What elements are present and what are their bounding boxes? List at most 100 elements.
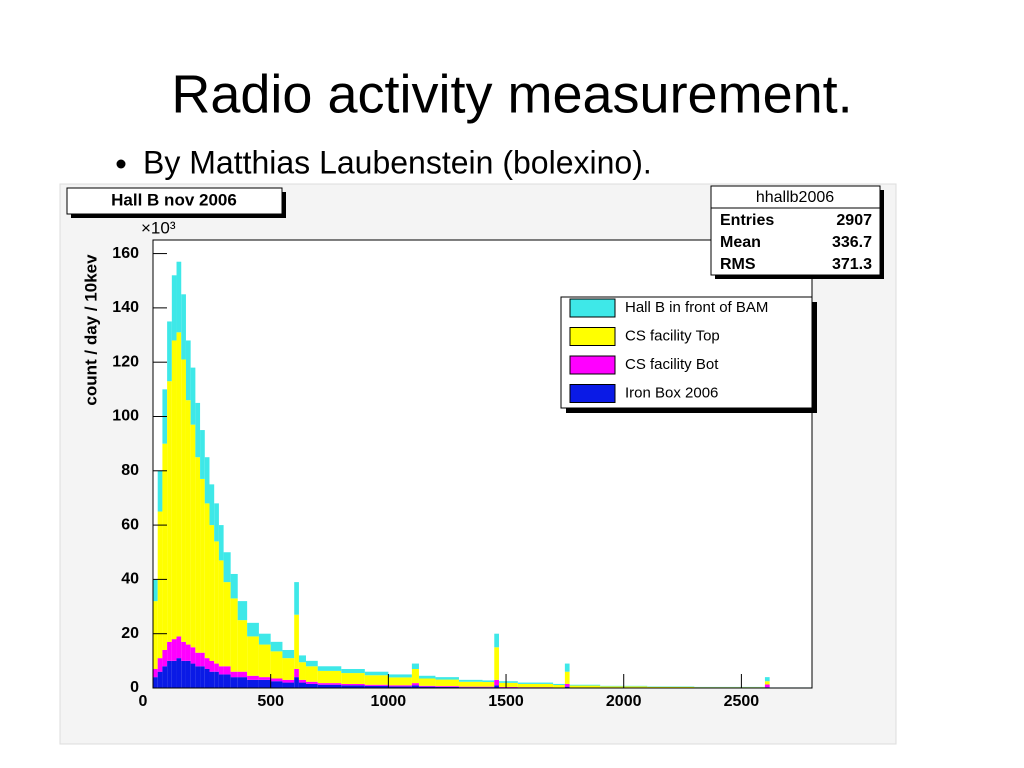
legend-swatch bbox=[569, 298, 616, 318]
histogram-bar bbox=[247, 679, 259, 688]
stats-value: 2907 bbox=[836, 212, 872, 229]
histogram-bar bbox=[204, 457, 210, 504]
histogram-bar bbox=[214, 663, 219, 672]
histogram-bar bbox=[190, 663, 196, 688]
slide-title: Radio activity measurement. bbox=[171, 64, 852, 124]
histogram-bar bbox=[258, 677, 271, 680]
histogram-bar bbox=[498, 682, 518, 687]
legend-swatch bbox=[569, 355, 616, 375]
histogram-bar bbox=[171, 660, 177, 688]
histogram-bar bbox=[157, 671, 163, 688]
histogram-bar bbox=[458, 686, 483, 688]
histogram-bar bbox=[167, 321, 172, 382]
histogram-bar bbox=[418, 675, 436, 679]
histogram-bar bbox=[218, 674, 224, 688]
histogram-bar bbox=[167, 381, 172, 642]
histogram-bar bbox=[171, 340, 177, 640]
histogram-bar bbox=[230, 671, 238, 678]
histogram-bar bbox=[223, 666, 231, 675]
histogram-bar bbox=[195, 402, 201, 458]
histogram-bar bbox=[200, 478, 205, 653]
histogram-bar bbox=[167, 660, 172, 688]
y-axis-title: count / day / 10kev bbox=[81, 254, 100, 406]
y-tick-label: 120 bbox=[112, 353, 139, 370]
x-tick-label: 2500 bbox=[724, 693, 760, 710]
histogram-bar bbox=[223, 674, 231, 688]
histogram-bar bbox=[247, 622, 259, 637]
histogram-bar bbox=[418, 678, 436, 686]
histogram-bar bbox=[218, 560, 224, 667]
histogram-bar bbox=[200, 430, 205, 479]
histogram-bar bbox=[153, 579, 158, 602]
histogram-bar bbox=[305, 660, 318, 667]
histogram-bar bbox=[305, 681, 318, 684]
histogram-bar bbox=[494, 647, 499, 680]
histogram-bar bbox=[153, 601, 158, 669]
histogram-bar bbox=[388, 674, 412, 678]
histogram-bar bbox=[200, 652, 205, 667]
x-tick-label: 1500 bbox=[488, 693, 524, 710]
histogram-bar bbox=[237, 601, 248, 621]
histogram-bar bbox=[237, 620, 248, 672]
histogram-bar bbox=[482, 682, 495, 687]
histogram-bar bbox=[237, 671, 248, 678]
histogram-bar bbox=[176, 261, 182, 333]
histogram-bar bbox=[298, 679, 306, 683]
histogram-bar bbox=[162, 443, 168, 650]
histogram-bar bbox=[411, 685, 419, 688]
stats-label: Entries bbox=[720, 212, 774, 229]
y-tick-label: 160 bbox=[112, 245, 139, 262]
histogram-bar bbox=[195, 666, 201, 688]
histogram-bar bbox=[218, 525, 224, 561]
histogram-bar bbox=[176, 636, 182, 659]
histogram-bar bbox=[764, 681, 770, 685]
histogram-bar bbox=[294, 677, 299, 688]
histogram-bar bbox=[282, 658, 295, 680]
histogram-bar bbox=[305, 666, 318, 682]
histogram-bar bbox=[270, 681, 283, 688]
histogram-bar bbox=[181, 359, 186, 642]
histogram-bar bbox=[411, 683, 419, 686]
histogram-bar bbox=[153, 668, 158, 678]
stats-label: RMS bbox=[720, 256, 756, 273]
histogram-bar bbox=[564, 686, 570, 688]
title-box bbox=[66, 187, 283, 215]
histogram-bar bbox=[388, 685, 412, 687]
histogram-bar bbox=[185, 644, 191, 661]
y-multiplier: ×10³ bbox=[141, 218, 176, 237]
histogram-bar bbox=[305, 683, 318, 688]
histogram-bar bbox=[341, 668, 365, 674]
histogram-bar bbox=[435, 686, 459, 688]
histogram-bar bbox=[411, 663, 419, 669]
histogram-bar bbox=[270, 678, 283, 682]
histogram-bar bbox=[764, 684, 770, 688]
x-tick-label: 1000 bbox=[371, 693, 407, 710]
histogram-bar bbox=[171, 639, 177, 661]
bullet-text: By Matthias Laubenstein (bolexino). bbox=[143, 144, 652, 180]
plot-frame bbox=[152, 239, 813, 689]
histogram-bar bbox=[270, 641, 283, 652]
histogram-bar bbox=[694, 687, 765, 688]
stats-label: Mean bbox=[720, 234, 761, 251]
stats-value: 371.3 bbox=[832, 256, 872, 273]
histogram-bar bbox=[190, 367, 196, 425]
histogram-bar bbox=[167, 641, 172, 661]
legend-swatch bbox=[569, 384, 616, 403]
x-tick-label: 0 bbox=[139, 693, 148, 710]
histogram-bar bbox=[209, 484, 215, 526]
legend-swatch bbox=[569, 327, 616, 346]
histogram-bar bbox=[458, 679, 483, 682]
histogram-bar bbox=[498, 681, 518, 683]
y-tick-label: 0 bbox=[130, 679, 139, 696]
histogram-bar bbox=[190, 424, 196, 648]
histogram-bar bbox=[190, 647, 196, 664]
histogram-bar bbox=[764, 677, 770, 682]
histogram-bar bbox=[564, 663, 570, 672]
histogram-bar bbox=[230, 573, 238, 599]
histogram-bar bbox=[258, 679, 271, 688]
legend-label: Iron Box 2006 bbox=[625, 384, 718, 401]
histogram-bar bbox=[569, 684, 601, 686]
histogram-bar bbox=[218, 666, 224, 675]
histogram-bar bbox=[157, 511, 163, 659]
